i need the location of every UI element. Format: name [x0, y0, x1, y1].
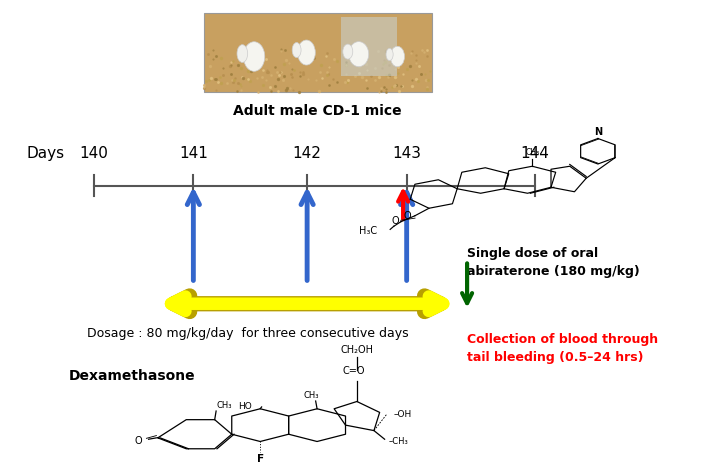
Text: Dexamethasone: Dexamethasone	[69, 370, 196, 384]
Text: Single dose of oral
abiraterone (180 mg/kg): Single dose of oral abiraterone (180 mg/…	[467, 247, 640, 278]
Ellipse shape	[237, 45, 248, 62]
Text: Days: Days	[26, 145, 64, 160]
Text: HO: HO	[238, 403, 251, 411]
Text: H₃C: H₃C	[359, 226, 378, 236]
Ellipse shape	[343, 44, 353, 59]
Text: O: O	[391, 216, 398, 226]
Text: N: N	[594, 127, 602, 137]
Text: 143: 143	[392, 145, 421, 160]
Text: O: O	[134, 437, 141, 446]
Text: Adult male CD-1 mice: Adult male CD-1 mice	[233, 104, 402, 118]
Text: CH₃: CH₃	[526, 148, 539, 157]
Text: 142: 142	[293, 145, 321, 160]
Text: Dosage : 80 mg/kg/day  for three consecutive days: Dosage : 80 mg/kg/day for three consecut…	[86, 327, 408, 340]
Ellipse shape	[391, 46, 405, 67]
Bar	[204, 13, 431, 92]
Text: Collection of blood through
tail bleeding (0.5–24 hrs): Collection of blood through tail bleedin…	[467, 333, 658, 364]
Ellipse shape	[348, 41, 368, 67]
Text: 141: 141	[179, 145, 208, 160]
Text: 144: 144	[521, 145, 549, 160]
Ellipse shape	[298, 40, 316, 65]
Text: –OH: –OH	[394, 410, 412, 419]
Text: CH₃: CH₃	[216, 401, 231, 410]
Text: –CH₃: –CH₃	[388, 437, 408, 446]
Bar	[341, 17, 398, 76]
Text: 140: 140	[79, 145, 109, 160]
Text: CH₃: CH₃	[303, 391, 319, 400]
Text: C=O: C=O	[342, 365, 365, 376]
Text: O: O	[403, 211, 411, 221]
Ellipse shape	[386, 48, 393, 61]
Ellipse shape	[243, 42, 265, 71]
Text: CH₂OH: CH₂OH	[341, 345, 373, 355]
Text: F: F	[256, 454, 263, 464]
Ellipse shape	[292, 42, 301, 57]
